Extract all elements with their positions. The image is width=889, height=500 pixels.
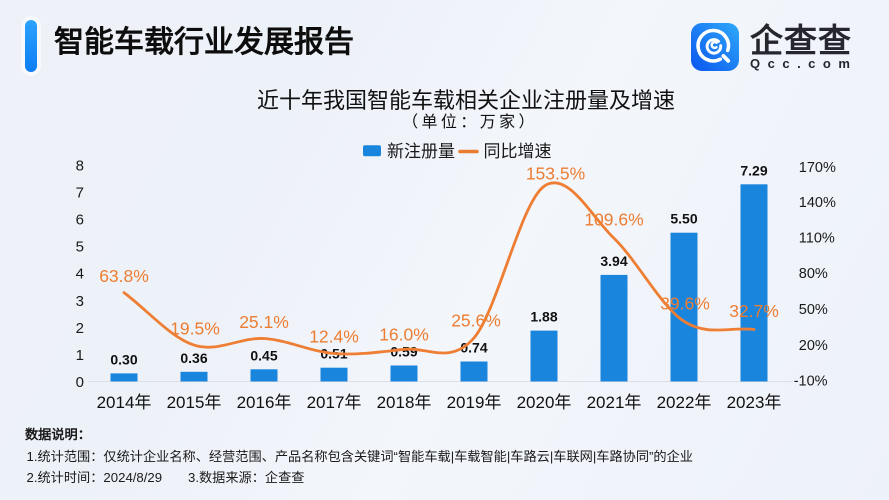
svg-text:39.6%: 39.6% — [660, 294, 710, 314]
svg-text:50%: 50% — [799, 302, 828, 318]
svg-text:0.59: 0.59 — [390, 344, 417, 360]
svg-text:6: 6 — [76, 212, 84, 229]
svg-text:20%: 20% — [799, 338, 828, 354]
svg-text:2015年: 2015年 — [167, 393, 222, 412]
svg-text:63.8%: 63.8% — [99, 266, 149, 286]
svg-text:140%: 140% — [799, 195, 836, 211]
svg-text:数据说明：: 数据说明： — [25, 426, 91, 442]
svg-text:3.数据来源：企查查: 3.数据来源：企查查 — [188, 469, 305, 485]
svg-text:2023年: 2023年 — [727, 393, 782, 412]
svg-text:3: 3 — [76, 293, 84, 310]
svg-text:2019年: 2019年 — [447, 393, 502, 412]
svg-text:2.统计时间：2024/8/29: 2.统计时间：2024/8/29 — [27, 470, 163, 485]
svg-text:3.94: 3.94 — [600, 253, 627, 269]
svg-text:2022年: 2022年 — [657, 393, 712, 412]
svg-text:25.1%: 25.1% — [239, 312, 289, 332]
svg-text:80%: 80% — [799, 266, 828, 282]
svg-text:0: 0 — [76, 374, 84, 391]
svg-text:0.30: 0.30 — [110, 351, 137, 367]
svg-text:153.5%: 153.5% — [526, 164, 585, 184]
svg-text:16.0%: 16.0% — [379, 325, 429, 345]
svg-text:4: 4 — [76, 266, 84, 283]
svg-text:同比增速: 同比增速 — [484, 142, 552, 161]
svg-text:19.5%: 19.5% — [170, 319, 220, 339]
svg-text:5.50: 5.50 — [670, 211, 697, 227]
svg-text:2016年: 2016年 — [237, 393, 292, 412]
svg-text:2017年: 2017年 — [307, 393, 362, 412]
svg-text:12.4%: 12.4% — [309, 327, 359, 347]
svg-text:1.88: 1.88 — [530, 309, 557, 325]
svg-text:2018年: 2018年 — [377, 393, 432, 412]
svg-text:110%: 110% — [799, 230, 835, 246]
svg-text:新注册量: 新注册量 — [387, 142, 455, 161]
svg-text:32.7%: 32.7% — [729, 301, 779, 321]
svg-text:2020年: 2020年 — [517, 393, 572, 412]
svg-text:2014年: 2014年 — [97, 393, 152, 412]
svg-text:1: 1 — [76, 347, 84, 364]
svg-text:-10%: -10% — [794, 374, 828, 390]
svg-text:25.6%: 25.6% — [451, 311, 501, 331]
svg-text:170%: 170% — [799, 160, 836, 176]
svg-text:2021年: 2021年 — [587, 393, 642, 412]
svg-text:7: 7 — [76, 185, 84, 202]
svg-text:5: 5 — [76, 239, 84, 256]
svg-text:0.45: 0.45 — [250, 347, 277, 363]
svg-text:109.6%: 109.6% — [584, 210, 643, 230]
svg-text:1.统计范围：仅统计企业名称、经营范围、产品名称包含关键词“: 1.统计范围：仅统计企业名称、经营范围、产品名称包含关键词“智能车载|车载智能|… — [27, 448, 693, 464]
svg-text:7.29: 7.29 — [740, 162, 767, 178]
svg-text:8: 8 — [76, 158, 84, 175]
svg-text:0.36: 0.36 — [180, 350, 207, 366]
svg-text:2: 2 — [76, 320, 84, 337]
